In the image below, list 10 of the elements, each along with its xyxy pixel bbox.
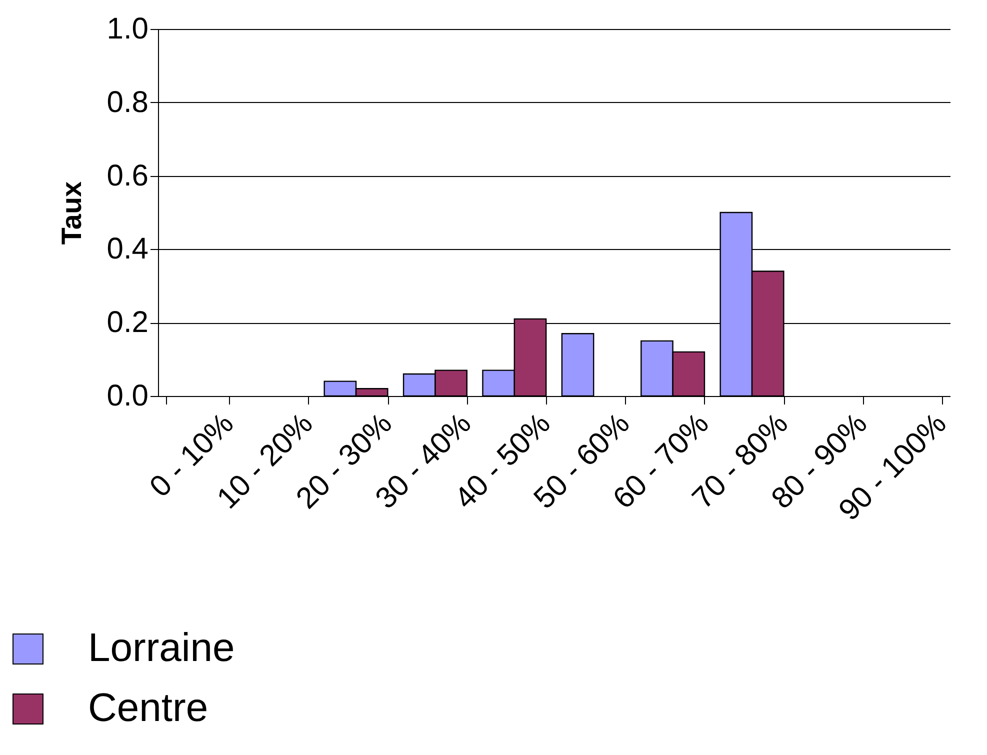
y-axis-title: Taux [56, 180, 87, 245]
y-tick-label: 0.4 [106, 232, 148, 266]
y-tick-label: 0.2 [106, 306, 148, 340]
y-tick-label: 1.0 [106, 12, 148, 46]
y-tick-label: 0.6 [106, 159, 148, 192]
y-tick-label: 0.8 [106, 86, 148, 119]
y-tick-label: 0.0 [106, 380, 148, 412]
bar [561, 333, 594, 397]
legend-label: Centre [88, 686, 208, 730]
legend-label: Lorraine [88, 626, 235, 670]
